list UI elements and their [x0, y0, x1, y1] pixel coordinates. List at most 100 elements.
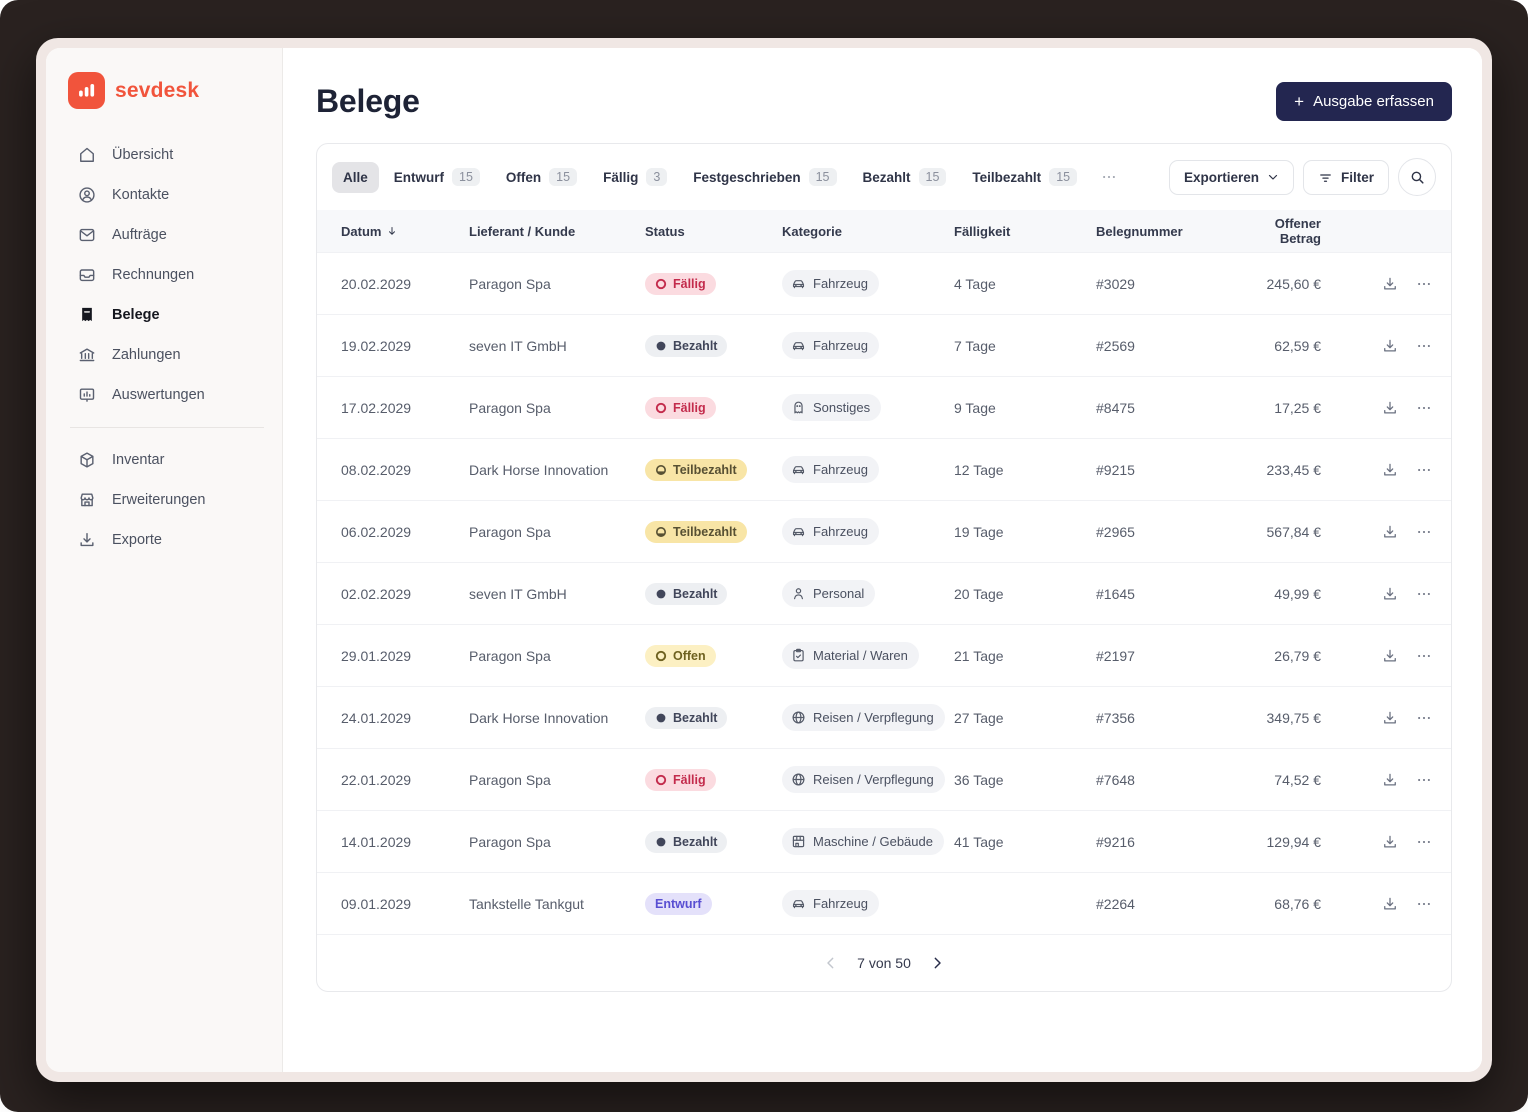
table-row[interactable]: 09.01.2029 Tankstelle Tankgut Entwurf Fahrz…: [317, 872, 1451, 934]
status-badge: Bezahlt: [645, 334, 728, 357]
cell-amount: 62,59 €: [1274, 337, 1321, 354]
row-menu-icon[interactable]: [1415, 461, 1433, 479]
category-badge: Reisen / Verpflegung: [782, 766, 945, 793]
tab-count-badge: 15: [918, 168, 947, 186]
next-page-button[interactable]: [929, 955, 945, 971]
table-row[interactable]: 14.01.2029 Paragon Spa Bezahlt Maschine / G…: [317, 810, 1451, 872]
row-menu-icon[interactable]: [1415, 771, 1433, 789]
download-icon[interactable]: [1381, 895, 1399, 913]
status-dot-icon: [655, 712, 667, 724]
cell-category: Fahrzeug: [782, 456, 954, 483]
table-row[interactable]: 08.02.2029 Dark Horse Innovation Teilbezah…: [317, 438, 1451, 500]
cell-actions: [1321, 709, 1451, 727]
download-icon[interactable]: [1381, 771, 1399, 789]
tab-alle[interactable]: Alle: [332, 161, 379, 193]
sidebar-item-auftr-ge[interactable]: Aufträge: [68, 215, 266, 255]
tab-bezahlt[interactable]: Bezahlt 15: [852, 160, 958, 194]
sidebar-nav-primary: Übersicht Kontakte Aufträge Rechnungen Beleg…: [68, 135, 266, 415]
sidebar-item-belege[interactable]: Belege: [68, 295, 266, 335]
sidebar-item-erweiterungen[interactable]: Erweiterungen: [68, 480, 266, 520]
download-icon[interactable]: [1381, 275, 1399, 293]
table-row[interactable]: 20.02.2029 Paragon Spa Fällig Fahrzeug 4 Tag…: [317, 252, 1451, 314]
add-expense-button[interactable]: + Ausgabe erfassen: [1276, 82, 1452, 121]
table-row[interactable]: 24.01.2029 Dark Horse Innovation Bezahlt Re…: [317, 686, 1451, 748]
row-menu-icon[interactable]: [1415, 833, 1433, 851]
table-row[interactable]: 02.02.2029 seven IT GmbH Bezahlt Personal 20…: [317, 562, 1451, 624]
column-header-kategorie[interactable]: Kategorie: [782, 223, 842, 239]
row-menu-icon[interactable]: [1415, 709, 1433, 727]
status-label: Fällig: [673, 400, 706, 415]
row-menu-icon[interactable]: [1415, 337, 1433, 355]
column-header-belegnummer[interactable]: Belegnummer: [1096, 223, 1183, 239]
status-badge: Teilbezahlt: [645, 520, 747, 543]
tab-entwurf[interactable]: Entwurf 15: [383, 160, 491, 194]
download-icon[interactable]: [1381, 647, 1399, 665]
table-row[interactable]: 22.01.2029 Paragon Spa Fällig Reisen / Verp…: [317, 748, 1451, 810]
cell-status: Bezahlt: [645, 334, 782, 357]
person-icon: [790, 585, 807, 602]
category-label: Fahrzeug: [813, 462, 868, 477]
cell-amount: 68,76 €: [1274, 895, 1321, 912]
sidebar-item-inventar[interactable]: Inventar: [68, 440, 266, 480]
previous-page-button[interactable]: [823, 955, 839, 971]
column-header-faelligkeit[interactable]: Fälligkeit: [954, 223, 1011, 239]
cell-amount: 349,75 €: [1266, 709, 1322, 726]
column-header-status[interactable]: Status: [645, 223, 685, 239]
download-icon[interactable]: [1381, 709, 1399, 727]
tab-offen[interactable]: Offen 15: [495, 160, 588, 194]
car-icon: [790, 523, 807, 540]
row-menu-icon[interactable]: [1415, 523, 1433, 541]
table-row[interactable]: 06.02.2029 Paragon Spa Teilbezahlt Fahrzeug…: [317, 500, 1451, 562]
cell-status: Fällig: [645, 272, 782, 295]
table-row[interactable]: 17.02.2029 Paragon Spa Fällig Sonstiges 9 Ta…: [317, 376, 1451, 438]
column-header-lieferant[interactable]: Lieferant / Kunde: [469, 223, 576, 239]
more-tabs-button[interactable]: [1092, 168, 1126, 186]
export-button[interactable]: Exportieren: [1168, 159, 1294, 195]
sidebar-item-rechnungen[interactable]: Rechnungen: [68, 255, 266, 295]
status-badge: Fällig: [645, 768, 716, 791]
cell-supplier: seven IT GmbH: [469, 337, 567, 354]
table-row[interactable]: 19.02.2029 seven IT GmbH Bezahlt Fahrzeug 7 …: [317, 314, 1451, 376]
table-header-row: Datum Lieferant / Kunde Status Kategorie…: [317, 210, 1451, 252]
tab-festgeschrieben[interactable]: Festgeschrieben 15: [682, 160, 847, 194]
row-menu-icon[interactable]: [1415, 275, 1433, 293]
filter-icon: [1318, 170, 1333, 185]
status-label: Teilbezahlt: [673, 462, 737, 477]
brand-logo: sevdesk: [68, 72, 266, 109]
status-ring-icon: [655, 650, 667, 662]
sidebar-item-zahlungen[interactable]: Zahlungen: [68, 335, 266, 375]
inventory-icon: [76, 449, 98, 471]
tab-label: Festgeschrieben: [693, 169, 801, 185]
status-label: Offen: [673, 648, 706, 663]
tab-f-llig[interactable]: Fällig 3: [592, 160, 678, 194]
car-icon: [790, 461, 807, 478]
pagination: 7 von 50: [317, 934, 1451, 991]
row-menu-icon[interactable]: [1415, 895, 1433, 913]
status-badge: Entwurf: [645, 892, 712, 915]
cell-due: 7 Tage: [954, 337, 996, 354]
download-icon[interactable]: [1381, 523, 1399, 541]
filter-button[interactable]: Filter: [1302, 159, 1389, 195]
table-row[interactable]: 29.01.2029 Paragon Spa Offen Material / War…: [317, 624, 1451, 686]
sidebar-item-bersicht[interactable]: Übersicht: [68, 135, 266, 175]
category-label: Maschine / Gebäude: [813, 834, 933, 849]
sidebar-item-kontakte[interactable]: Kontakte: [68, 175, 266, 215]
download-icon[interactable]: [1381, 399, 1399, 417]
download-icon[interactable]: [1381, 833, 1399, 851]
tab-teilbezahlt[interactable]: Teilbezahlt 15: [961, 160, 1088, 194]
status-ring-icon: [655, 774, 667, 786]
row-menu-icon[interactable]: [1415, 585, 1433, 603]
receipt-icon: [76, 304, 98, 326]
row-menu-icon[interactable]: [1415, 399, 1433, 417]
download-icon[interactable]: [1381, 461, 1399, 479]
download-icon[interactable]: [1381, 585, 1399, 603]
sidebar-item-auswertungen[interactable]: Auswertungen: [68, 375, 266, 415]
search-button[interactable]: [1398, 158, 1436, 196]
cell-due: 12 Tage: [954, 461, 1004, 478]
sidebar-item-exporte[interactable]: Exporte: [68, 520, 266, 560]
category-badge: Personal: [782, 580, 876, 607]
row-menu-icon[interactable]: [1415, 647, 1433, 665]
column-header-betrag[interactable]: Offener Betrag: [1274, 216, 1321, 246]
download-icon[interactable]: [1381, 337, 1399, 355]
column-header-datum[interactable]: Datum: [341, 224, 469, 239]
